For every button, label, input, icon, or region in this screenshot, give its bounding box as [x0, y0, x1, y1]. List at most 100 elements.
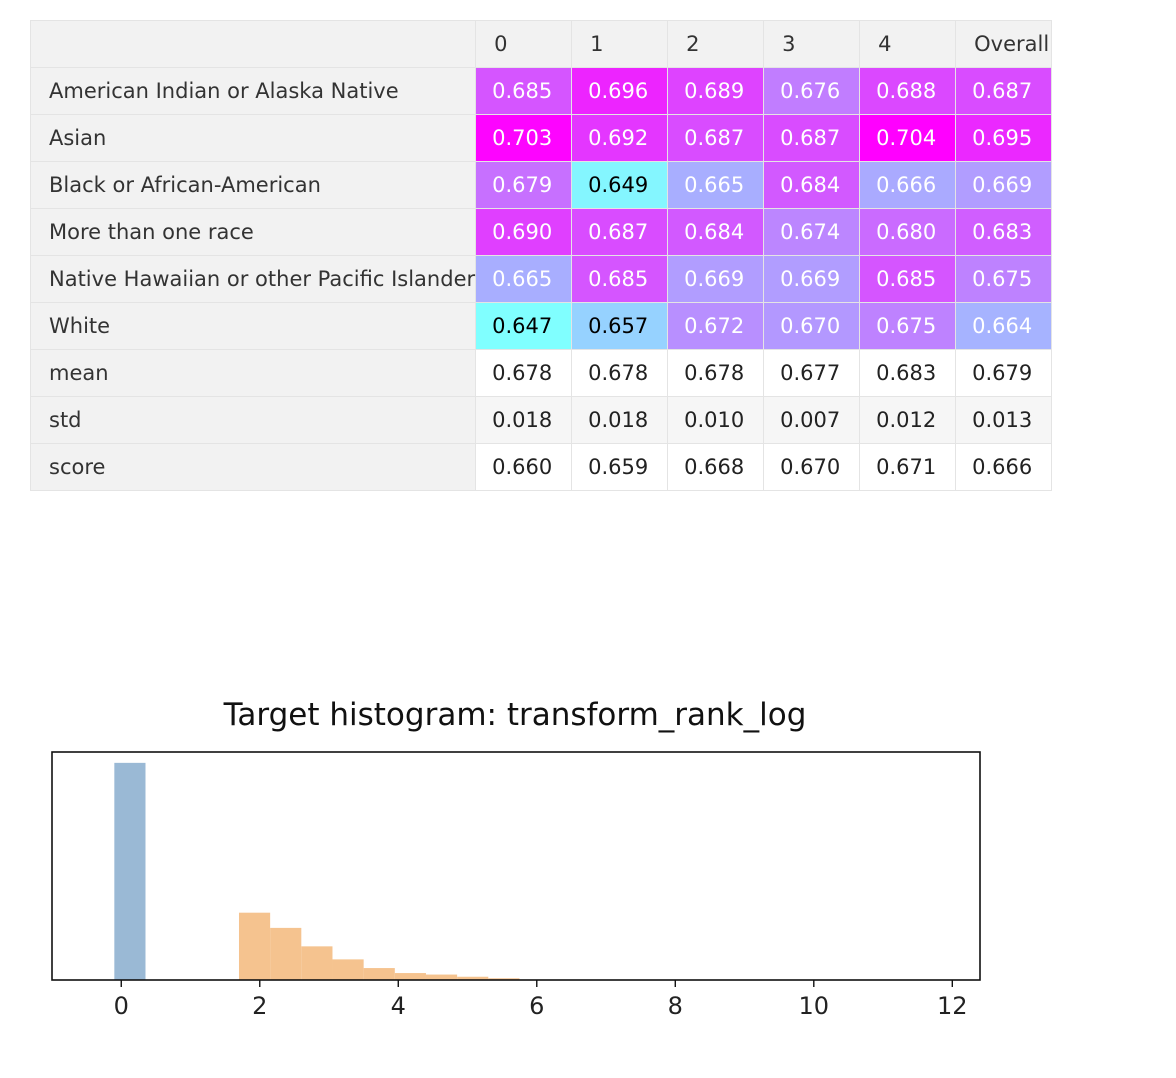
header-row: 0 1 2 3 4 Overall [29, 20, 1053, 68]
table-cell: 0.688 [859, 67, 957, 115]
table-cell: 0.695 [955, 114, 1053, 162]
table-cell: 0.689 [667, 67, 765, 115]
column-header: 0 [475, 20, 573, 68]
table-cell: 0.704 [859, 114, 957, 162]
x-tick-label: 2 [252, 992, 267, 1020]
table-cell: 0.670 [763, 302, 861, 350]
row-label: American Indian or Alaska Native [29, 67, 477, 115]
x-tick-label: 12 [937, 992, 968, 1020]
table-row: American Indian or Alaska Native 0.685 0.6… [29, 67, 1053, 115]
table-cell: 0.669 [667, 255, 765, 303]
histogram-bars [114, 762, 520, 980]
table-cell: 0.669 [763, 255, 861, 303]
histogram-bar-positive [457, 976, 489, 980]
x-tick-label: 10 [799, 992, 830, 1020]
table-cell: 0.018 [571, 396, 669, 444]
table-cell: 0.676 [763, 67, 861, 115]
row-label: Native Hawaiian or other Pacific Islande… [29, 255, 477, 303]
table-row: Asian 0.703 0.692 0.687 0.687 0.704 0.695 [29, 114, 1053, 162]
histogram-chart: Target histogram: transform_rank_log 0 2 4… [51, 697, 981, 1020]
histogram-bar-positive [363, 968, 395, 980]
table-cell: 0.687 [955, 67, 1053, 115]
table-cell: 0.672 [667, 302, 765, 350]
table-cell: 0.007 [763, 396, 861, 444]
x-tick-label: 8 [668, 992, 683, 1020]
table-cell: 0.683 [859, 349, 957, 397]
table-row: score 0.660 0.659 0.668 0.670 0.671 0.666 [29, 443, 1053, 491]
table-cell: 0.684 [763, 161, 861, 209]
table-cell: 0.687 [763, 114, 861, 162]
histogram-bar-positive [394, 973, 426, 980]
table-cell: 0.668 [667, 443, 765, 491]
table-row: White 0.647 0.657 0.672 0.670 0.675 0.664 [29, 302, 1053, 350]
table-cell: 0.018 [475, 396, 573, 444]
column-header: 4 [859, 20, 957, 68]
table-cell: 0.678 [667, 349, 765, 397]
row-label: More than one race [29, 208, 477, 256]
table-cell: 0.657 [571, 302, 669, 350]
plot-frame [51, 751, 981, 981]
table-cell: 0.660 [475, 443, 573, 491]
table-cell: 0.687 [571, 208, 669, 256]
x-tick-label: 4 [391, 992, 406, 1020]
column-header: 1 [571, 20, 669, 68]
table-cell: 0.012 [859, 396, 957, 444]
histogram-bar-positive [238, 912, 271, 980]
table-cell: 0.649 [571, 161, 669, 209]
header-corner [29, 20, 477, 68]
x-tick-label: 6 [529, 992, 544, 1020]
table-cell: 0.666 [859, 161, 957, 209]
table-row: More than one race 0.690 0.687 0.684 0.674 0.… [29, 208, 1053, 256]
table-cell: 0.670 [763, 443, 861, 491]
table-cell: 0.683 [955, 208, 1053, 256]
table-cell: 0.665 [667, 161, 765, 209]
table-cell: 0.679 [475, 161, 573, 209]
table-cell: 0.687 [667, 114, 765, 162]
table-cell: 0.675 [955, 255, 1053, 303]
chart-title: Target histogram: transform_rank_log [223, 697, 807, 733]
histogram-bar-zero [114, 762, 146, 980]
table-cell: 0.013 [955, 396, 1053, 444]
row-label: White [29, 302, 477, 350]
row-label: mean [29, 349, 477, 397]
table-cell: 0.679 [955, 349, 1053, 397]
row-label: Black or African-American [29, 161, 477, 209]
table-cell: 0.684 [667, 208, 765, 256]
column-header: 2 [667, 20, 765, 68]
histogram-bar-positive [332, 959, 364, 980]
table-cell: 0.703 [475, 114, 573, 162]
histogram-bar-positive [301, 946, 333, 980]
results-table: 0 1 2 3 4 Overall American Indian or Ala… [29, 20, 1053, 491]
column-header: 3 [763, 20, 861, 68]
table-cell: 0.010 [667, 396, 765, 444]
table-cell: 0.659 [571, 443, 669, 491]
table-cell: 0.685 [859, 255, 957, 303]
table-cell: 0.685 [571, 255, 669, 303]
table-cell: 0.678 [475, 349, 573, 397]
table-row: std 0.018 0.018 0.010 0.007 0.012 0.013 [29, 396, 1053, 444]
table-cell: 0.664 [955, 302, 1053, 350]
x-tick-label: 0 [114, 992, 129, 1020]
table-cell: 0.696 [571, 67, 669, 115]
histogram-bar-positive [425, 974, 458, 980]
table-cell: 0.665 [475, 255, 573, 303]
table-cell: 0.678 [571, 349, 669, 397]
table-cell: 0.671 [859, 443, 957, 491]
table-row: Native Hawaiian or other Pacific Islande… [29, 255, 1053, 303]
row-label: std [29, 396, 477, 444]
table-cell: 0.675 [859, 302, 957, 350]
table-cell: 0.666 [955, 443, 1053, 491]
table-cell: 0.692 [571, 114, 669, 162]
column-header: Overall [955, 20, 1053, 68]
row-label: Asian [29, 114, 477, 162]
table-cell: 0.669 [955, 161, 1053, 209]
table-cell: 0.680 [859, 208, 957, 256]
table-cell: 0.647 [475, 302, 573, 350]
table-row: mean 0.678 0.678 0.678 0.677 0.683 0.679 [29, 349, 1053, 397]
table-cell: 0.685 [475, 67, 573, 115]
histogram-bar-positive [488, 978, 520, 980]
row-label: score [29, 443, 477, 491]
x-axis-ticks: 0 2 4 6 8 10 12 [114, 980, 968, 1020]
table-cell: 0.690 [475, 208, 573, 256]
table-row: Black or African-American 0.679 0.649 0.665… [29, 161, 1053, 209]
